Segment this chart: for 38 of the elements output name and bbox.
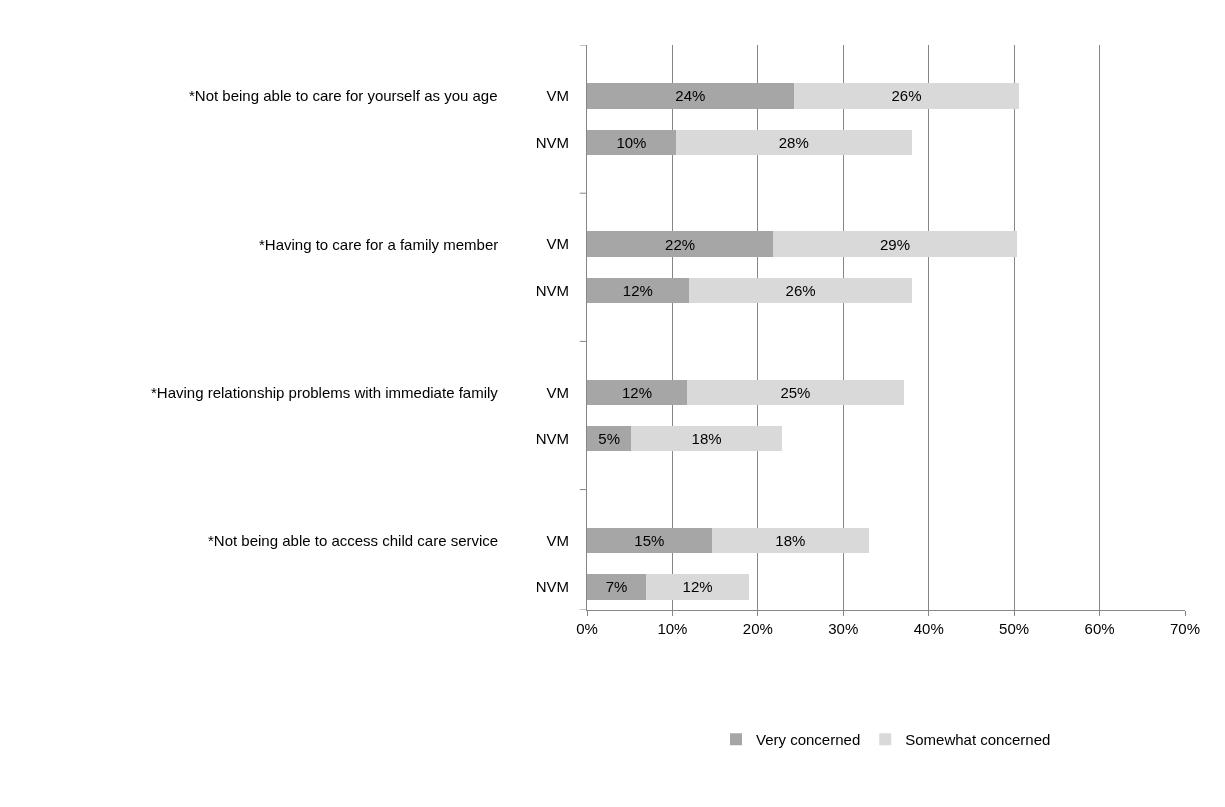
data-label: 26% xyxy=(891,87,922,105)
y-tick-label: NVM xyxy=(535,429,569,447)
data-label: 7% xyxy=(605,578,628,596)
data-label: 18% xyxy=(691,430,722,448)
text: *Having to care for a family member xyxy=(259,236,499,253)
y-tick-label: NVM xyxy=(535,578,569,596)
x-tick-label: 70% xyxy=(1169,620,1201,637)
data-label: 18% xyxy=(775,532,806,550)
x-tick-label: 40% xyxy=(913,620,944,637)
x-tick-label: 50% xyxy=(999,620,1030,637)
legend-label: Very concerned xyxy=(756,731,861,749)
data-label: 15% xyxy=(634,532,665,550)
data-label: 12% xyxy=(622,281,653,299)
legend-label: Somewhat concerned xyxy=(905,731,1051,749)
x-tick-label: 10% xyxy=(657,620,688,637)
x-tick-label: 20% xyxy=(742,620,773,637)
y-tick-label: NVM xyxy=(535,133,569,151)
y-tick-label: VM xyxy=(546,87,569,105)
data-label: 28% xyxy=(778,133,809,151)
data-label: 26% xyxy=(785,281,816,299)
text: *Having relationship problems with immediate family xyxy=(151,384,499,401)
y-tick-label: VM xyxy=(546,531,569,549)
data-label: 10% xyxy=(616,133,647,151)
data-label: 12% xyxy=(621,383,652,401)
x-tick-label: 60% xyxy=(1084,620,1115,637)
x-tick-label: 30% xyxy=(828,620,859,637)
data-label: 5% xyxy=(598,430,621,448)
data-label: 12% xyxy=(682,578,713,596)
data-label: 22% xyxy=(665,235,696,253)
y-tick-label: VM xyxy=(546,383,569,401)
x-tick-label: 0% xyxy=(576,620,598,637)
data-label: 25% xyxy=(780,383,811,401)
y-tick-label: VM xyxy=(546,235,569,253)
text: *Not being able to access child care service xyxy=(208,532,499,549)
data-label: 24% xyxy=(675,87,706,105)
data-label: 29% xyxy=(879,235,910,253)
text: *Not being able to care for yourself as you age xyxy=(189,87,498,104)
y-tick-label: NVM xyxy=(535,281,569,299)
